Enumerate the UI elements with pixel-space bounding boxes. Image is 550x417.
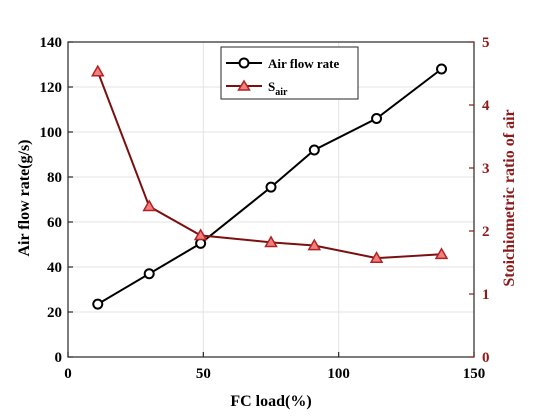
data-point-sair: [193, 228, 208, 241]
y-right-tick-label: 3: [482, 161, 490, 177]
x-tick-label: 150: [463, 366, 486, 382]
data-point-sair: [369, 251, 384, 263]
y-right-tick-label: 2: [482, 224, 490, 240]
y-left-tick-label: 100: [40, 125, 63, 141]
x-tick-label: 100: [327, 366, 350, 382]
y-left-tick-label: 140: [40, 35, 63, 51]
data-point-air-flow-rate: [436, 63, 448, 75]
y-right-tick-label: 4: [482, 98, 490, 114]
y-right-tick-label: 5: [482, 35, 490, 51]
y-axis-left-title: Air flow rate(g/s): [16, 140, 33, 257]
data-point-sair: [142, 199, 156, 212]
data-point-air-flow-rate: [143, 268, 155, 280]
x-tick-label: 0: [64, 366, 72, 382]
y-right-tick-label: 1: [482, 287, 490, 303]
legend-box: [220, 46, 359, 100]
y-axis-right-title: Stoichiometric ratio of air: [501, 109, 518, 286]
y-left-tick-label: 60: [47, 215, 62, 231]
data-point-sair: [90, 64, 105, 77]
plot-frame: [67, 41, 475, 358]
y-left-tick-label: 80: [47, 170, 62, 186]
legend-label-sair: Sair: [268, 79, 288, 98]
y-left-tick-label: 120: [40, 80, 63, 96]
data-point-sair: [264, 235, 278, 248]
y-right-tick-label: 0: [482, 350, 490, 366]
y-left-tick-label: 40: [47, 260, 62, 276]
data-point-air-flow-rate: [308, 144, 320, 156]
legend-marker-air-flow-rate: [238, 57, 250, 69]
x-tick-label: 50: [196, 366, 211, 382]
data-point-sair: [434, 247, 449, 260]
legend-marker-sair: [237, 79, 251, 91]
legend-label-sair-main: S: [268, 79, 275, 94]
data-point-sair: [307, 238, 322, 251]
data-point-air-flow-rate: [371, 113, 383, 124]
data-point-air-flow-rate: [265, 181, 277, 193]
legend-label-air-flow-rate: Air flow rate: [268, 56, 339, 71]
series-layer: [90, 63, 449, 310]
series-line-sair: [96, 71, 442, 260]
legend: Air flow rate Sair: [220, 46, 359, 100]
y-left-tick-label: 20: [47, 305, 62, 321]
x-axis-title: FC load(%): [230, 393, 311, 410]
data-point-air-flow-rate: [92, 298, 104, 310]
legend-label-sair-subscript: air: [275, 87, 288, 98]
y-left-tick-label: 0: [55, 350, 63, 366]
